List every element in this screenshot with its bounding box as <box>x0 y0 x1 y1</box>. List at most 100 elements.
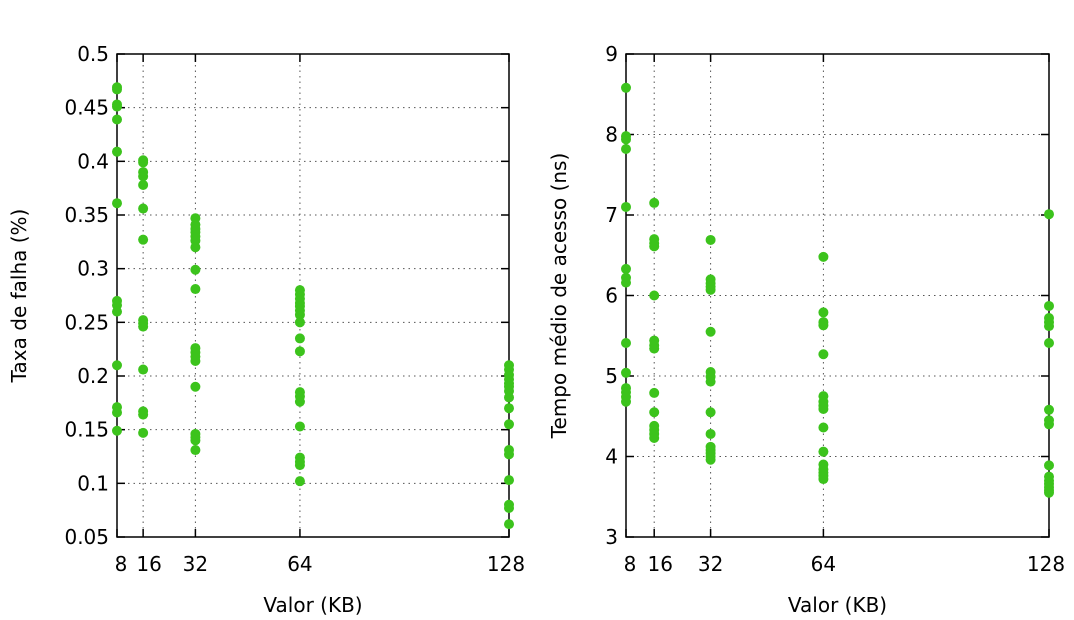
failure-rate-x-tick-label: 64 <box>287 552 312 576</box>
access-time-data-point <box>818 422 829 433</box>
failure-rate-data-point <box>294 333 305 344</box>
access-time-data-point <box>649 290 660 301</box>
failure-rate-points <box>112 82 514 530</box>
access-time-data-point <box>1044 419 1054 430</box>
failure-rate-data-point <box>190 435 201 446</box>
access-time-x-tick-label: 16 <box>647 552 672 576</box>
failure-rate-y-tick-label: 0.45 <box>64 96 109 120</box>
access-time-data-point <box>705 376 716 387</box>
failure-rate-data-point <box>138 427 149 438</box>
failure-rate-y-axis-label: Taxa de falha (%) <box>7 209 31 384</box>
access-time-x-tick-label: 8 <box>624 552 637 576</box>
failure-rate-y-tick-label: 0.2 <box>77 364 109 388</box>
failure-rate-data-point <box>504 519 514 530</box>
access-time-y-tick-label: 4 <box>605 445 618 469</box>
access-time-y-axis-label: Tempo médio de acesso (ns) <box>547 153 571 440</box>
access-time-data-point <box>705 234 716 245</box>
failure-rate-data-point <box>294 421 305 432</box>
failure-rate-data-point <box>294 346 305 357</box>
access-time-data-point <box>818 307 829 318</box>
access-time-y-tick-label: 6 <box>605 284 618 308</box>
failure-rate-data-point <box>190 264 201 275</box>
access-time-data-point <box>649 197 660 208</box>
access-time-data-point <box>1044 209 1054 220</box>
failure-rate-data-point <box>504 419 514 430</box>
access-time-data-point <box>818 474 829 485</box>
failure-rate-x-tick-label: 16 <box>136 552 161 576</box>
failure-rate-data-point <box>504 403 514 414</box>
failure-rate-plot-frame <box>116 53 510 538</box>
failure-rate-data-point <box>112 425 122 436</box>
access-time-data-point <box>649 432 660 443</box>
access-time-data-point <box>621 263 631 274</box>
failure-rate-data-point <box>112 360 122 371</box>
failure-rate-data-point <box>112 146 122 157</box>
access-time-x-tick-label: 128 <box>1027 552 1065 576</box>
failure-rate-data-point <box>112 198 122 209</box>
access-time-data-point <box>621 277 631 288</box>
access-time-data-point <box>1044 321 1054 332</box>
access-time-data-point <box>1044 404 1054 415</box>
failure-rate-x-tick-label: 128 <box>487 552 525 576</box>
access-time-data-point <box>621 337 631 348</box>
failure-rate-data-point <box>112 84 122 95</box>
failure-rate-data-point <box>190 355 201 366</box>
access-time-grid <box>626 54 1049 537</box>
access-time-data-point <box>705 284 716 295</box>
failure-rate-data-point <box>138 179 149 190</box>
access-time-data-point <box>705 407 716 418</box>
access-time-data-point <box>649 407 660 418</box>
failure-rate-y-tick-label: 0.3 <box>77 257 109 281</box>
failure-rate-data-point <box>294 396 305 407</box>
failure-rate-data-point <box>138 409 149 420</box>
access-time-y-tick-label: 3 <box>605 525 618 549</box>
failure-rate-x-tick-label: 8 <box>115 552 128 576</box>
failure-rate-data-point <box>504 475 514 486</box>
access-time-data-point <box>818 349 829 360</box>
failure-rate-y-tick-label: 0.35 <box>64 203 109 227</box>
failure-rate-grid <box>117 54 509 537</box>
access-time-data-point <box>705 428 716 439</box>
access-time-data-point <box>621 134 631 145</box>
access-time-data-point <box>705 326 716 337</box>
failure-rate-data-point <box>294 309 305 320</box>
access-time-data-point <box>649 387 660 398</box>
access-time-data-point <box>818 320 829 331</box>
access-time-data-point <box>621 82 631 93</box>
failure-rate-y-tick-label: 0.05 <box>64 525 109 549</box>
access-time-data-point <box>649 241 660 252</box>
access-time-data-point <box>621 143 631 154</box>
failure-rate-data-point <box>190 284 201 295</box>
access-time-data-point <box>621 201 631 212</box>
access-time-x-tick-label: 32 <box>698 552 723 576</box>
failure-rate-data-point <box>504 503 514 514</box>
access-time-chart: 3 4 5 6 7 8 9 8 16 32 64 128 Valor (KB) Tempo médio… <box>547 42 1065 617</box>
access-time-data-point <box>621 367 631 378</box>
failure-rate-data-point <box>138 203 149 214</box>
access-time-data-point <box>818 404 829 415</box>
failure-rate-data-point <box>294 317 305 328</box>
failure-rate-data-point <box>138 171 149 182</box>
failure-rate-data-point <box>190 242 201 253</box>
failure-rate-data-point <box>190 381 201 392</box>
failure-rate-y-tick-label: 0.15 <box>64 418 109 442</box>
failure-rate-data-point <box>190 445 201 456</box>
failure-rate-ticks: 0.05 0.1 0.15 0.2 0.25 0.3 0.35 0.4 0.45 0.5 8 16 32… <box>64 42 525 576</box>
failure-rate-y-tick-label: 0.25 <box>64 310 109 334</box>
failure-rate-y-tick-label: 0.5 <box>77 42 109 66</box>
access-time-data-point <box>1044 337 1054 348</box>
failure-rate-data-point <box>138 157 149 168</box>
failure-rate-chart: 0.05 0.1 0.15 0.2 0.25 0.3 0.35 0.4 0.45 0.5 8 16 32… <box>7 42 525 617</box>
failure-rate-data-point <box>504 392 514 403</box>
failure-rate-y-tick-label: 0.1 <box>77 471 109 495</box>
access-time-data-point <box>649 343 660 354</box>
failure-rate-x-tick-label: 32 <box>183 552 208 576</box>
failure-rate-data-point <box>138 234 149 245</box>
failure-rate-data-point <box>112 114 122 125</box>
failure-rate-data-point <box>504 449 514 460</box>
access-time-ticks: 3 4 5 6 7 8 9 8 16 32 64 128 <box>605 42 1065 576</box>
access-time-data-point <box>621 396 631 407</box>
access-time-y-tick-label: 8 <box>605 123 618 147</box>
access-time-data-point <box>1044 487 1054 498</box>
access-time-y-tick-label: 5 <box>605 364 618 388</box>
